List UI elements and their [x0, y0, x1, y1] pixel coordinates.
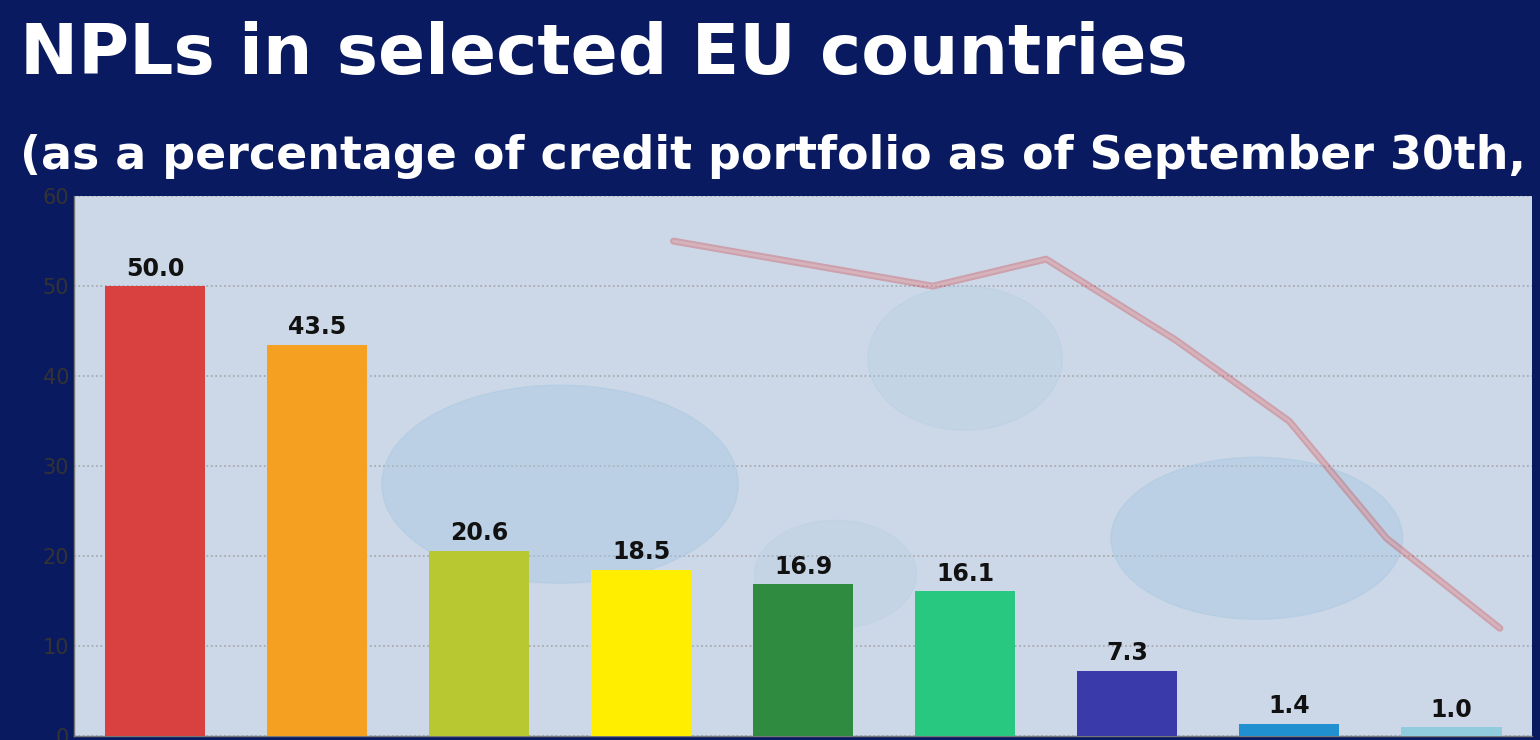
Bar	[428, 551, 530, 736]
Ellipse shape	[382, 386, 738, 583]
Text: 7.3: 7.3	[1106, 641, 1149, 665]
Bar	[591, 570, 691, 736]
Text: 16.9: 16.9	[775, 555, 832, 579]
Bar	[1240, 724, 1340, 736]
Text: (as a percentage of credit portfolio as of September 30th, 2015): (as a percentage of credit portfolio as …	[20, 135, 1540, 179]
Bar	[753, 584, 853, 736]
Text: 16.1: 16.1	[936, 562, 995, 586]
Bar	[915, 591, 1015, 736]
Ellipse shape	[755, 520, 916, 628]
Ellipse shape	[869, 286, 1063, 430]
Bar	[1401, 727, 1502, 736]
Text: 43.5: 43.5	[288, 315, 346, 339]
Text: 20.6: 20.6	[450, 522, 508, 545]
Bar	[1076, 670, 1178, 736]
Text: 1.0: 1.0	[1431, 698, 1472, 722]
Bar	[105, 286, 205, 736]
Bar	[266, 345, 367, 736]
Text: 1.4: 1.4	[1269, 694, 1311, 719]
Ellipse shape	[1110, 457, 1403, 619]
Text: 50.0: 50.0	[126, 257, 185, 280]
Text: NPLs in selected EU countries: NPLs in selected EU countries	[20, 21, 1187, 88]
Text: 18.5: 18.5	[611, 540, 670, 565]
